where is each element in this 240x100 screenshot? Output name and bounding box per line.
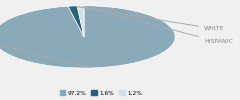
Text: HISPANIC: HISPANIC: [83, 6, 233, 44]
Text: BLACK: BLACK: [0, 31, 89, 67]
Text: WHITE: WHITE: [75, 6, 224, 31]
Wedge shape: [68, 6, 84, 37]
Legend: 97.2%, 1.6%, 1.2%: 97.2%, 1.6%, 1.2%: [58, 89, 143, 97]
Wedge shape: [0, 6, 175, 68]
Wedge shape: [77, 6, 84, 37]
